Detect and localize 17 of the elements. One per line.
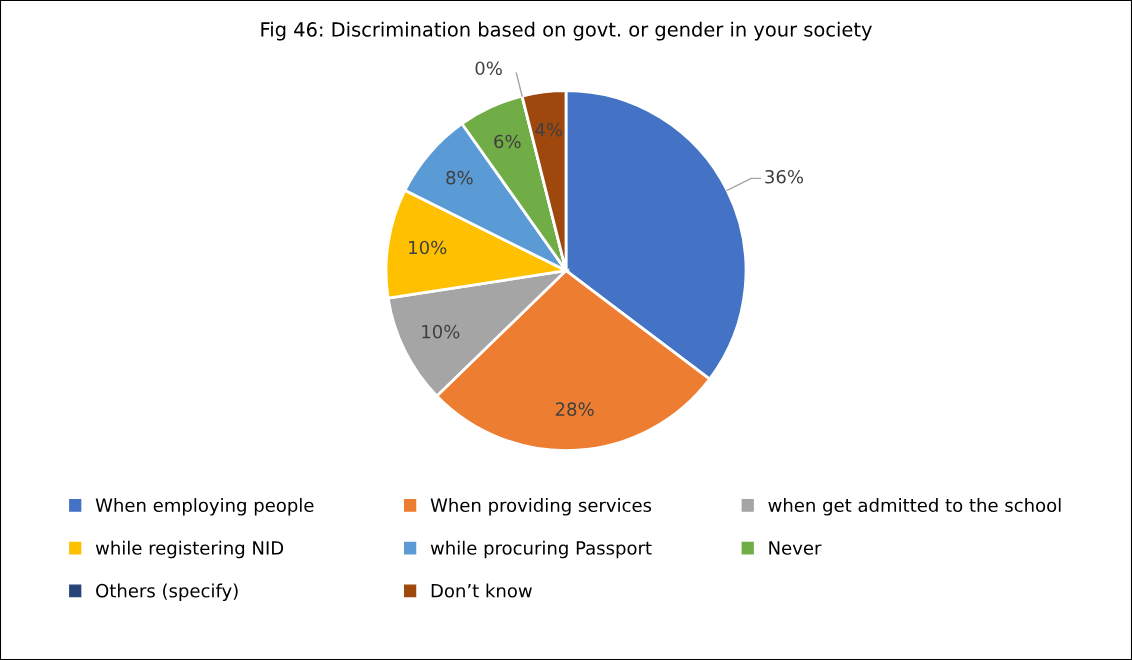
- legend-label: Others (specify): [96, 583, 238, 602]
- data-label: 8%: [446, 170, 473, 185]
- data-label: 28%: [555, 402, 594, 416]
- legend-label: Never: [769, 541, 822, 555]
- data-label: 36%: [765, 169, 804, 184]
- text: 0%: [475, 61, 502, 76]
- data-label: 6%: [494, 134, 521, 149]
- legend-label: When providing services: [430, 498, 652, 516]
- data-label: 10%: [422, 324, 460, 339]
- legend-label: while procuring Passport: [430, 540, 652, 559]
- legend-label: while registering NID: [95, 540, 284, 559]
- legend-label: Don’t know: [431, 583, 532, 598]
- legend-label: when get admitted to the school: [768, 498, 1061, 516]
- chart-title: Fig 46: Discrimination based on govt. or gender in your society: [261, 21, 872, 41]
- data-label: 4%: [535, 122, 563, 137]
- legend-label: When employing people: [95, 498, 314, 516]
- data-label: 10%: [409, 240, 447, 255]
